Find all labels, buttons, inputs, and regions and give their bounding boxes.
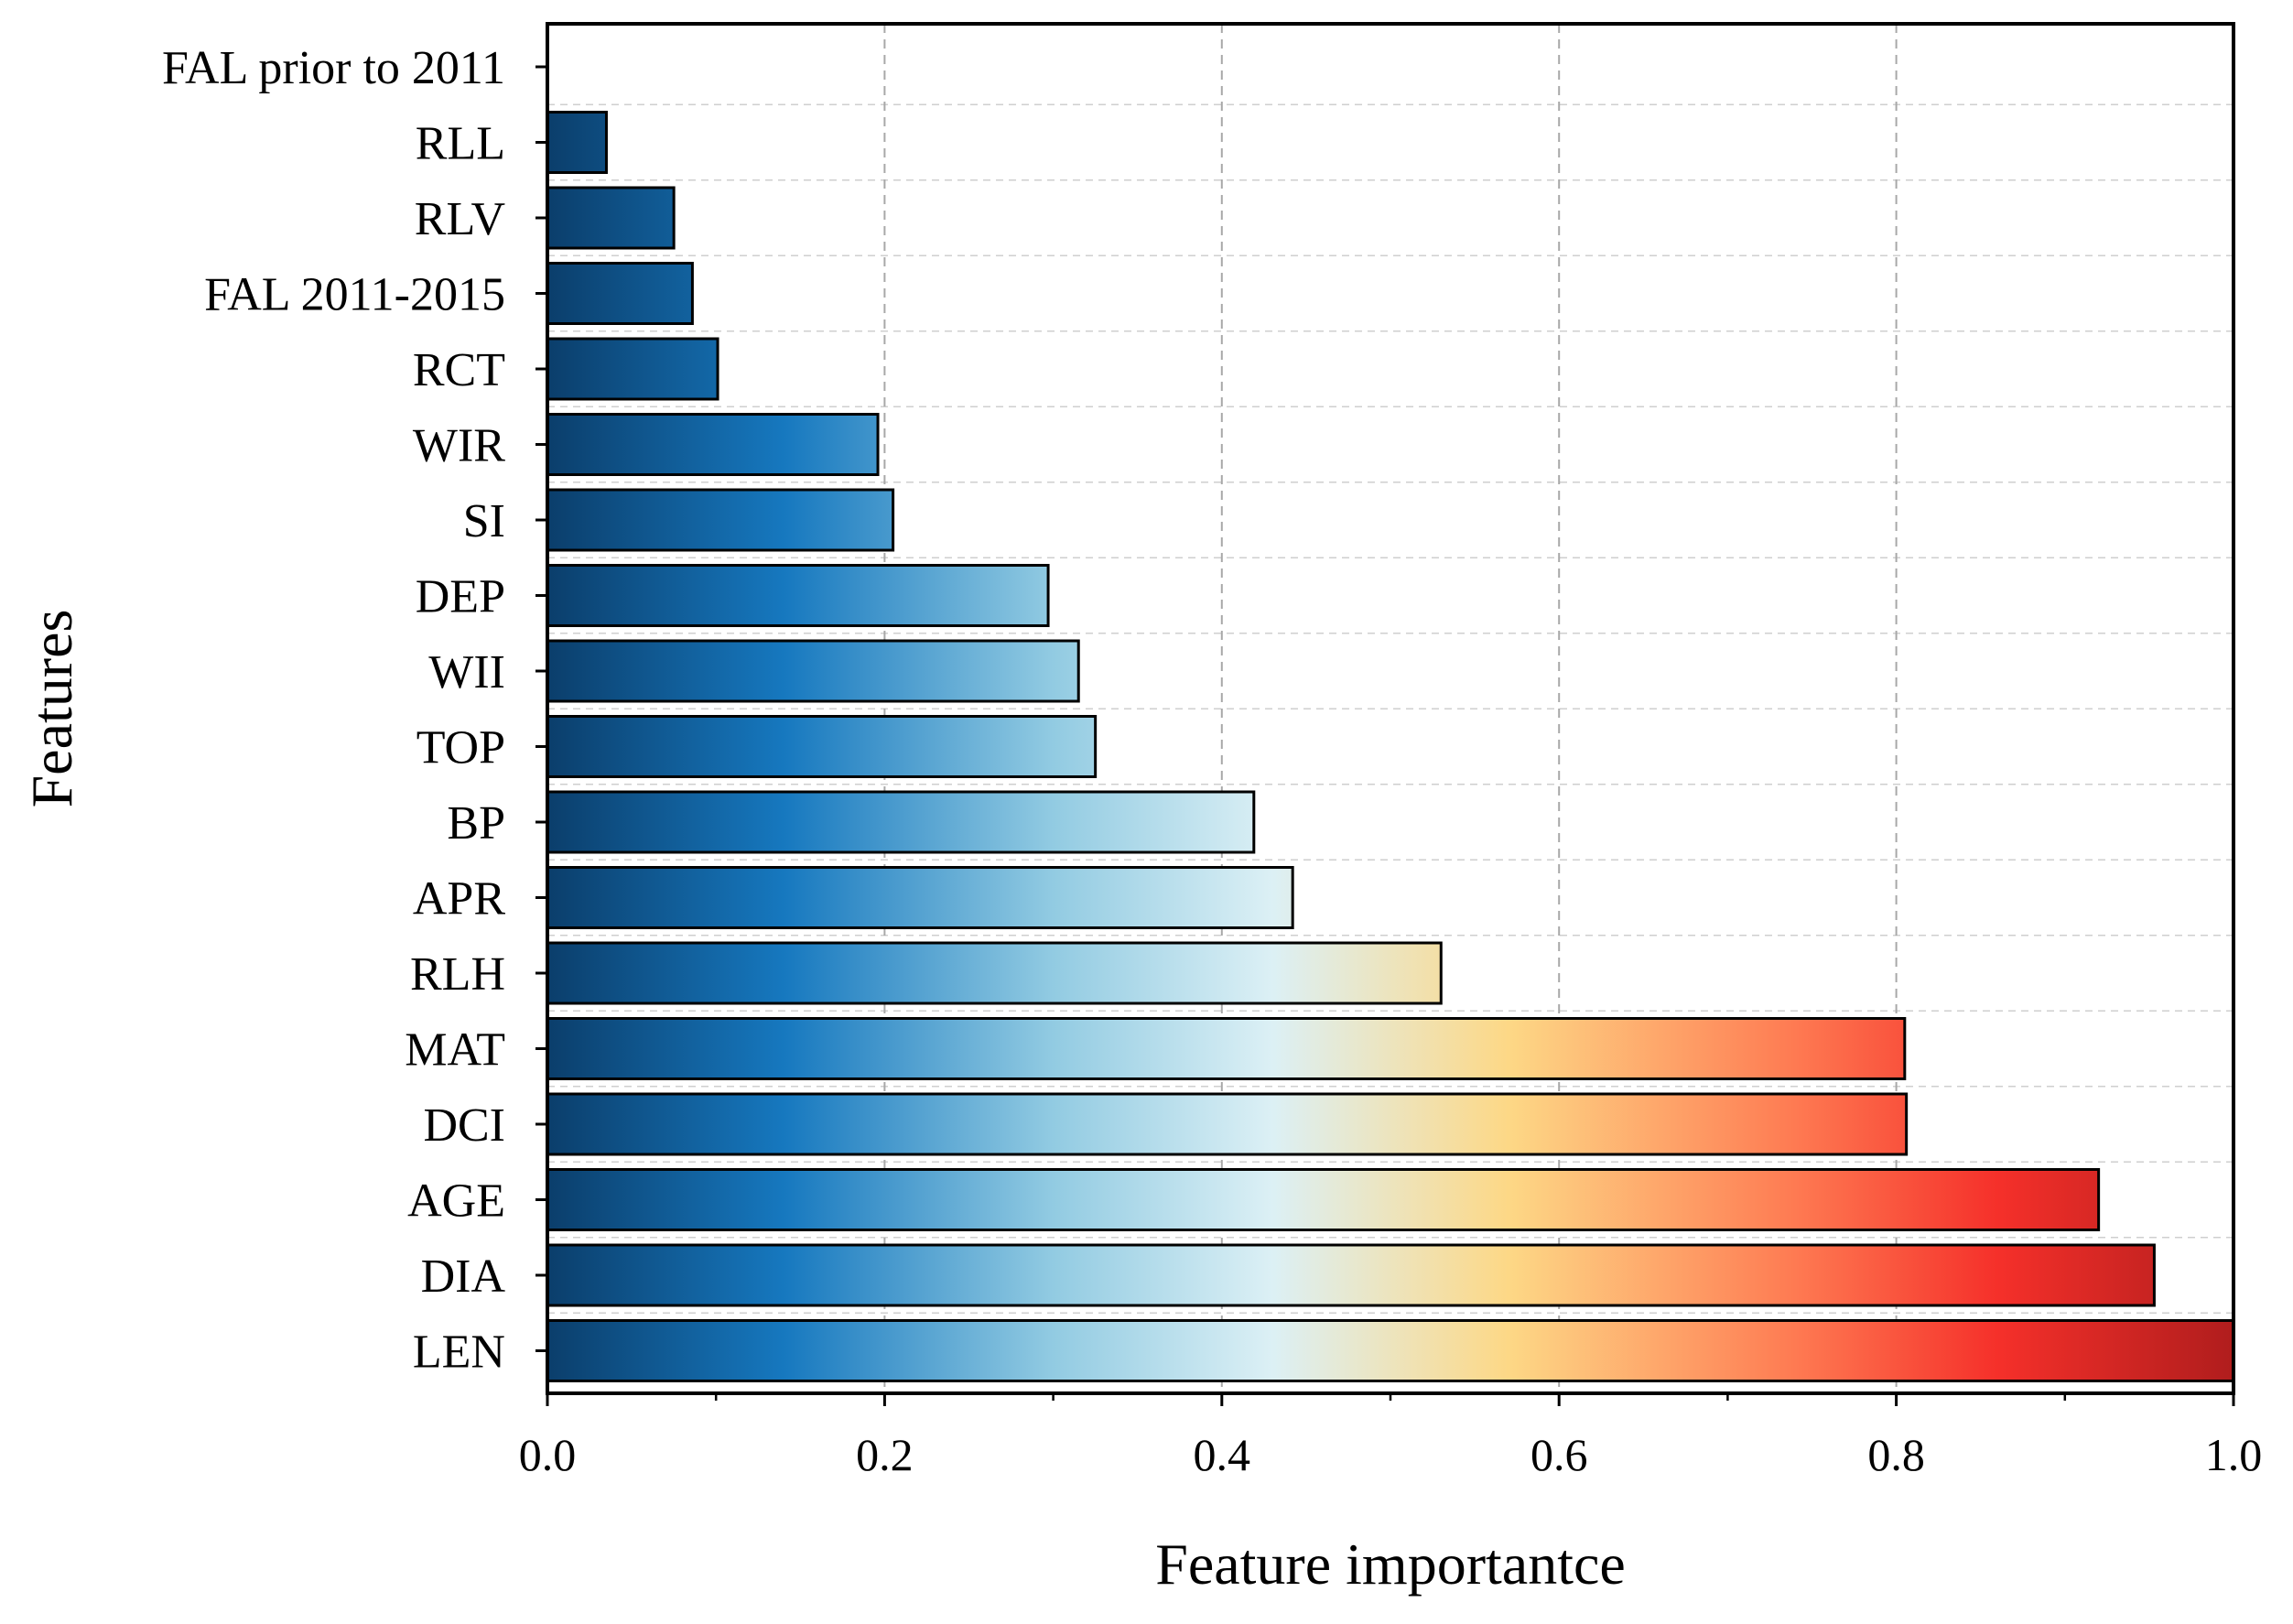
bar-6 (546, 488, 895, 552)
y-tick-label: WII (428, 646, 505, 698)
tick-layer (535, 65, 2235, 1406)
y-tick-label: RLL (416, 118, 505, 170)
bar-12 (546, 941, 1443, 1005)
y-tick-label: APR (413, 873, 505, 926)
y-tick-label: DIA (421, 1250, 506, 1303)
y-tick-label: RLH (410, 948, 505, 1001)
bar-9 (546, 715, 1098, 778)
y-tick-label: MAT (405, 1024, 505, 1077)
x-tick-label: 1.0 (2205, 1429, 2263, 1480)
y-tick-label: TOP (416, 722, 505, 774)
x-tick-label: 0.8 (1867, 1429, 1925, 1480)
bar-1 (546, 111, 608, 174)
y-tick-label: BP (447, 797, 505, 850)
bar-8 (546, 639, 1080, 703)
y-tick-label: RCT (413, 344, 505, 396)
bar-5 (546, 413, 880, 476)
y-tick-label: WIR (413, 420, 505, 472)
x-tick-label: 0.6 (1530, 1429, 1588, 1480)
bar-13 (546, 1017, 1907, 1080)
bar-2 (546, 186, 676, 250)
x-tick-label: 0.2 (856, 1429, 914, 1480)
y-tick-label: AGE (407, 1175, 505, 1228)
x-tick-label: 0.4 (1194, 1429, 1251, 1480)
x-tick-label: 0.0 (519, 1429, 577, 1480)
y-tick-label: FAL 2011-2015 (204, 269, 505, 321)
y-tick-label: SI (463, 495, 505, 547)
bar-17 (546, 1319, 2235, 1382)
y-tick-label: LEN (413, 1326, 505, 1379)
bar-7 (546, 564, 1050, 627)
grid-layer (547, 24, 2234, 1393)
bar-15 (546, 1168, 2101, 1231)
bar-10 (546, 790, 1256, 854)
x-axis-title: Feature importantce (1155, 1532, 1626, 1597)
bar-14 (546, 1092, 1909, 1156)
bar-16 (546, 1243, 2156, 1307)
label-layer: FAL prior to 2011 RLL RLV FAL 2011-2015 RCT W… (162, 42, 2262, 1480)
bar-11 (546, 866, 1294, 929)
y-tick-label: DCI (423, 1099, 505, 1152)
y-axis-title: Features (19, 610, 84, 808)
y-tick-label: DEP (416, 571, 505, 623)
y-tick-label: RLV (415, 193, 505, 245)
bar-layer (546, 111, 2235, 1382)
y-tick-label: FAL prior to 2011 (162, 42, 505, 94)
bar-3 (546, 262, 694, 325)
bar-4 (546, 337, 719, 401)
